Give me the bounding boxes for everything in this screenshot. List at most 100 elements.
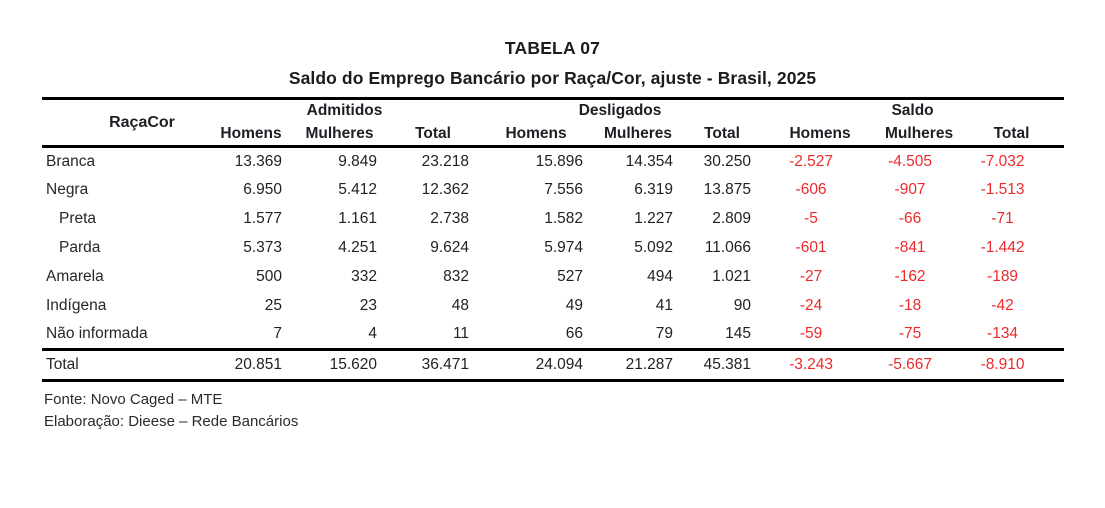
table-cell: 1.021 (712, 268, 752, 285)
table-cell: 6.950 (243, 181, 282, 198)
table-cell: 24.094 (535, 356, 584, 373)
table-cell: 500 (256, 268, 282, 285)
subheader-desligados-mulheres: Mulheres (604, 124, 673, 142)
table-cell-negative: -5 (804, 210, 818, 227)
table-heading: TABELA 07 Saldo do Emprego Bancário por … (0, 0, 1105, 89)
table-cell: 45.381 (703, 356, 752, 373)
table-cell-negative: -7.032 (980, 152, 1025, 170)
table-cell: 1.161 (338, 210, 377, 227)
group-header-saldo: Saldo (891, 102, 934, 120)
table-cell: 4 (368, 325, 377, 343)
table-cell-negative: -75 (898, 325, 922, 343)
table-cell: 9.849 (338, 152, 377, 170)
table-cell: 4.251 (338, 239, 377, 256)
table-cell: 79 (655, 325, 674, 343)
subheader-saldo-total: Total (993, 124, 1030, 142)
row-label: Não informada (46, 325, 148, 343)
table-cell: 7 (273, 325, 282, 343)
table-row-branca: Branca 13.369 9.849 23.218 15.896 14.354… (42, 147, 1064, 176)
table-cell-negative: -601 (795, 239, 827, 256)
source-note: Fonte: Novo Caged – MTE (44, 391, 223, 408)
table-cell: 66 (565, 325, 584, 343)
table-cell-negative: -66 (898, 210, 922, 227)
table-cell-negative: -134 (987, 325, 1019, 343)
row-label: Indígena (46, 297, 107, 314)
subheader-desligados-total: Total (704, 124, 740, 142)
table-subheader-row: Homens Mulheres Total Homens Mulheres To… (42, 123, 1065, 147)
table-cell: 5.092 (634, 239, 674, 256)
table-cell-negative: -162 (894, 268, 926, 285)
subheader-admitidos-mulheres: Mulheres (305, 124, 374, 142)
row-label: Branca (46, 152, 96, 170)
table-cell: 36.471 (421, 356, 470, 373)
employment-balance-table: RaçaCor Admitidos Desligados Saldo Homen… (42, 97, 1065, 382)
table-cell-negative: -4.505 (888, 152, 933, 170)
table-number-title: TABELA 07 (504, 38, 601, 58)
table-cell-negative: -71 (991, 210, 1014, 227)
table-cell-negative: -59 (799, 325, 823, 343)
table-row-nao-informada: Não informada 7 4 11 66 79 145 -59 -75 -… (42, 321, 1064, 350)
table-cell: 332 (351, 268, 377, 285)
table-cell: 11 (452, 325, 470, 343)
table-cell-negative: -841 (894, 239, 926, 256)
table-row-parda: Parda 5.373 4.251 9.624 5.974 5.092 11.0… (42, 234, 1064, 263)
subheader-admitidos-total: Total (415, 124, 451, 142)
table-cell: 5.373 (243, 239, 282, 256)
table-cell-negative: -606 (795, 181, 827, 198)
table-cell-negative: -907 (894, 181, 926, 198)
group-header-desligados: Desligados (578, 102, 662, 120)
table-cell: 23 (359, 297, 377, 314)
table-cell: 15.896 (535, 152, 584, 170)
row-label: Negra (46, 181, 89, 198)
table-cell-negative: -42 (991, 297, 1014, 314)
table-cell: 2.738 (430, 210, 470, 227)
table-cell: 13.875 (703, 181, 752, 198)
table-cell: 1.577 (243, 210, 282, 227)
table-cell: 25 (264, 297, 282, 314)
table-cell: 527 (557, 268, 584, 285)
subheader-saldo-homens: Homens (789, 124, 851, 142)
table-row-amarela: Amarela 500 332 832 527 494 1.021 -27 -1… (42, 263, 1064, 292)
table-cell: 1.582 (544, 210, 584, 227)
table-cell-negative: -3.243 (789, 356, 834, 373)
row-label-total: Total (46, 356, 79, 373)
table-group-header-row: RaçaCor Admitidos Desligados Saldo (42, 99, 1064, 130)
row-label: Amarela (46, 268, 104, 285)
table-row-preta: Preta 1.577 1.161 2.738 1.582 1.227 2.80… (42, 205, 1064, 234)
table-cell-negative: -24 (799, 297, 823, 314)
subheader-desligados-homens: Homens (505, 124, 567, 142)
table-cell-negative: -189 (987, 268, 1019, 285)
table-cell-negative: -8.910 (980, 356, 1025, 373)
table-cell: 11.066 (704, 239, 752, 256)
table-cell-negative: -1.513 (980, 181, 1025, 198)
table-cell: 15.620 (329, 356, 377, 373)
table-cell-negative: -1.442 (980, 239, 1025, 256)
table-row-negra: Negra 6.950 5.412 12.362 7.556 6.319 13.… (42, 176, 1064, 205)
table-cell: 90 (733, 297, 752, 314)
table-row-total: Total 20.851 15.620 36.471 24.094 21.287… (42, 349, 1065, 381)
table-cell: 49 (565, 297, 584, 314)
table-cell: 832 (443, 268, 470, 285)
column-header-racacor: RaçaCor (109, 113, 175, 131)
elaboration-note: Elaboração: Dieese – Rede Bancários (44, 413, 299, 430)
table-cell: 20.851 (234, 356, 282, 373)
table-cell: 30.250 (703, 152, 752, 170)
subheader-saldo-mulheres: Mulheres (885, 124, 954, 142)
table-cell: 13.369 (234, 152, 282, 170)
table-cell: 145 (725, 325, 752, 343)
table-row-indigena: Indígena 25 23 48 49 41 90 -24 -18 -42 (42, 292, 1064, 321)
table-cell: 2.809 (712, 210, 752, 227)
table-cell: 494 (647, 268, 674, 285)
table-cell: 7.556 (544, 181, 584, 198)
table-cell: 14.354 (625, 152, 674, 170)
table-cell: 9.624 (430, 239, 470, 256)
table-cell-negative: -18 (898, 297, 922, 314)
table-cell: 12.362 (421, 181, 470, 198)
table-cell: 48 (451, 297, 470, 314)
row-label: Preta (59, 210, 97, 227)
table-cell-negative: -27 (799, 268, 823, 285)
table-cell: 23.218 (421, 152, 470, 170)
subheader-admitidos-homens: Homens (220, 124, 282, 142)
table-cell: 1.227 (634, 210, 674, 227)
